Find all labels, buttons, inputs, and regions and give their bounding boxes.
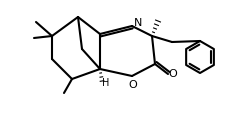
Text: H: H (102, 77, 110, 87)
Text: O: O (169, 68, 177, 78)
Text: O: O (129, 79, 137, 89)
Text: N: N (134, 18, 142, 28)
